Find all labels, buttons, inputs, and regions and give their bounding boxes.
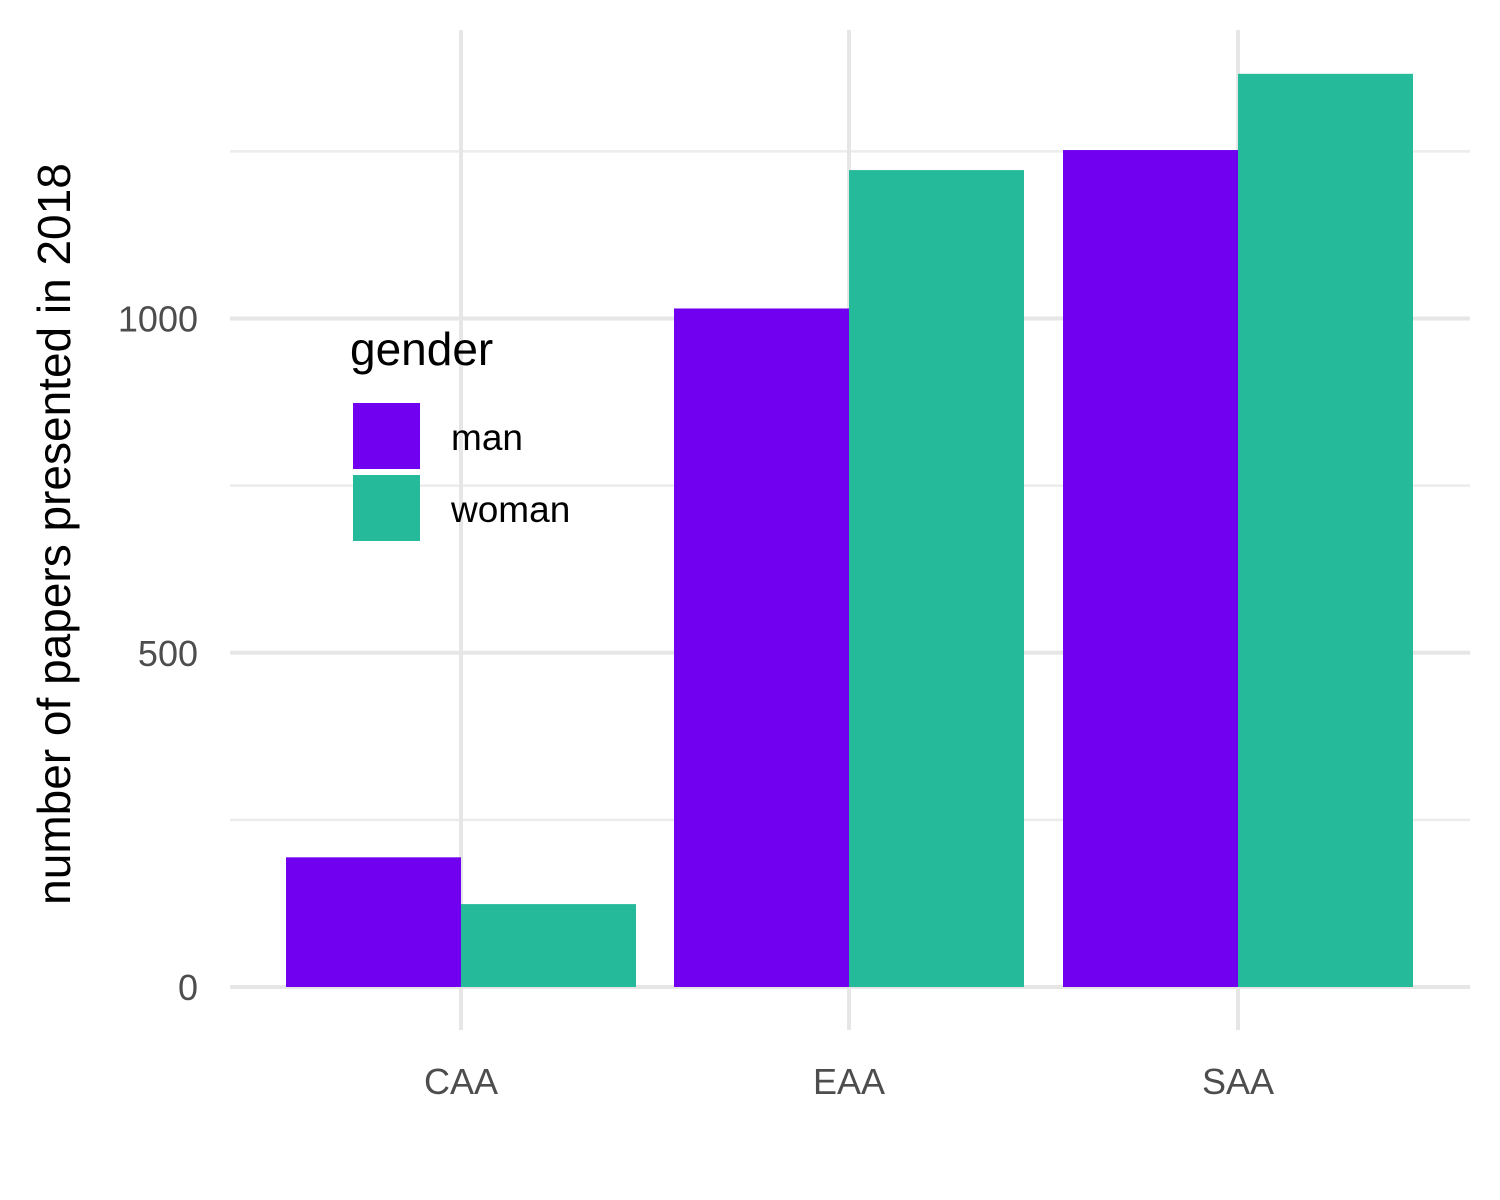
bar-eaa-man [674, 308, 849, 987]
y-axis-title: number of papers presented in 2018 [28, 163, 80, 905]
y-axis-ticks: 0 500 1000 [118, 299, 198, 1009]
bars [286, 73, 1413, 988]
y-tick-label: 500 [138, 633, 198, 674]
x-tick-label: EAA [813, 1061, 885, 1102]
legend-title: gender [350, 323, 493, 375]
x-axis-ticks: CAA EAA SAA [424, 1061, 1274, 1102]
legend: gender man woman [350, 323, 570, 541]
legend-label-man: man [451, 417, 523, 458]
bar-caa-man [286, 857, 461, 987]
y-tick-label: 0 [178, 967, 198, 1008]
y-tick-label: 1000 [118, 299, 198, 340]
legend-key-woman [353, 475, 420, 541]
bar-caa-woman [461, 904, 636, 987]
bar-saa-woman [1238, 73, 1413, 988]
bar-saa-man [1063, 150, 1238, 988]
x-tick-label: CAA [424, 1061, 498, 1102]
bar-eaa-woman [849, 170, 1024, 987]
legend-key-man [353, 403, 420, 469]
x-tick-label: SAA [1202, 1061, 1274, 1102]
legend-label-woman: woman [450, 489, 570, 530]
